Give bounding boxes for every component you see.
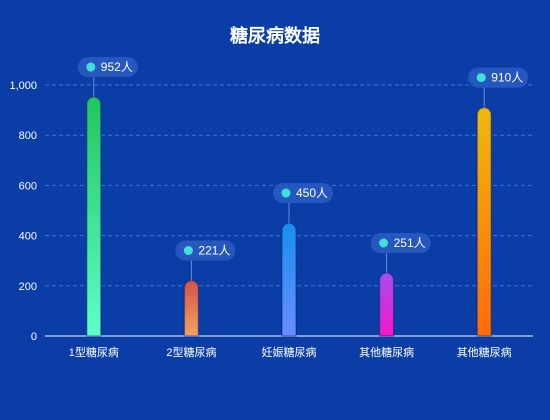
value-label: 952人: [101, 60, 133, 74]
value-label: 221人: [198, 244, 230, 258]
bar: [183, 279, 200, 337]
y-tick-label: 600: [19, 180, 37, 192]
y-tick-label: 0: [31, 331, 37, 343]
bar: [281, 222, 297, 337]
tooltip-pill: [468, 67, 529, 88]
y-tick-label: 1,000: [9, 80, 37, 92]
value-label: 910人: [491, 71, 523, 85]
tooltip-dot: [281, 188, 291, 198]
y-tick-label: 800: [19, 130, 37, 142]
tooltip-dot: [86, 62, 96, 72]
tooltip-dot: [379, 238, 389, 248]
value-label: 450人: [296, 186, 328, 200]
y-tick-label: 200: [19, 281, 37, 293]
chart-title: 糖尿病数据: [230, 25, 320, 46]
tooltip-pill: [77, 57, 138, 78]
x-category-label: 2型糖尿病: [166, 345, 216, 359]
x-category-label: 1型糖尿病: [69, 345, 119, 359]
tooltip-pill: [273, 183, 333, 204]
x-category-label: 妊娠糖尿病: [262, 345, 317, 359]
x-axis-category-labels: 1型糖尿病 2型糖尿病 妊娠糖尿病 其他糖尿病 其他糖尿病: [69, 345, 512, 359]
y-axis-tick-labels: 0 200 400 600 800 1,000: [9, 80, 37, 343]
y-tick-label: 400: [19, 231, 37, 243]
tooltip-dot: [476, 73, 486, 83]
tooltip-dot: [183, 246, 193, 256]
x-category-label: 其他糖尿病: [359, 345, 414, 359]
tooltip-pill: [175, 240, 236, 261]
bar: [476, 106, 492, 337]
grid-lines: [45, 84, 533, 287]
x-category-label: 其他糖尿病: [457, 345, 512, 359]
tooltip-pill: [370, 232, 431, 253]
bar: [378, 272, 395, 337]
value-tooltips: 952人 221人 450人 251人 910人: [77, 57, 529, 281]
value-label: 251人: [394, 236, 426, 250]
bar: [86, 96, 102, 337]
bars: [86, 96, 492, 337]
